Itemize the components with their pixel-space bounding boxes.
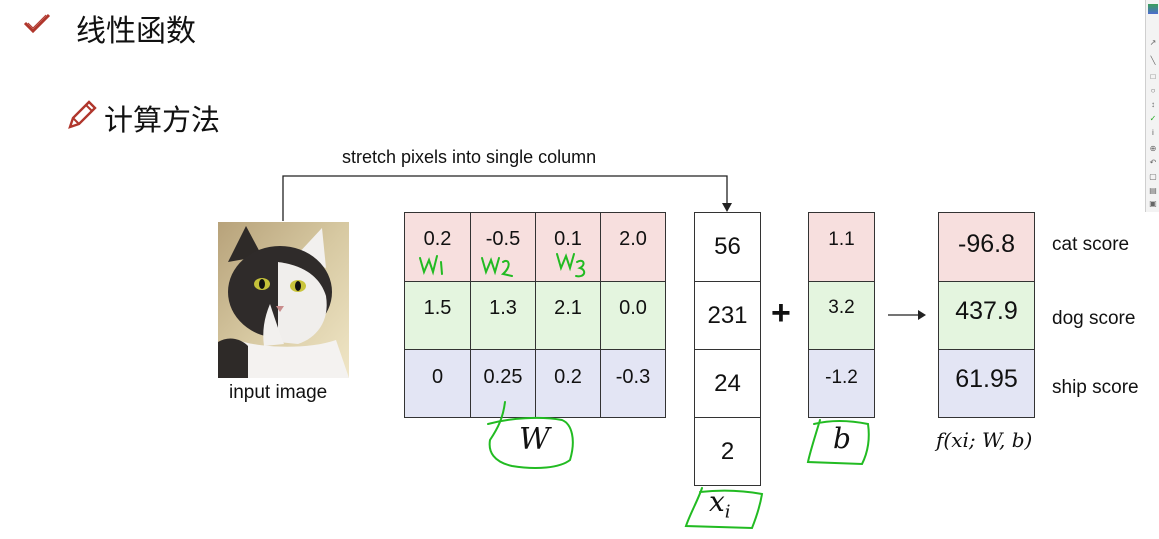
line-icon[interactable]: ╲ (1150, 56, 1156, 65)
x-cell: 2 (694, 417, 761, 486)
w-cell: 2.1 (535, 281, 601, 350)
copy-icon[interactable]: ▢ (1149, 172, 1157, 181)
w-cell: 0.25 (470, 349, 536, 418)
save-icon[interactable]: ▤ (1149, 186, 1157, 195)
label-x: xi (709, 485, 731, 523)
color-swatch-icon[interactable] (1148, 4, 1158, 14)
text-icon[interactable]: Ꭵ (1152, 128, 1154, 137)
score-cell: 437.9 (938, 281, 1035, 350)
cursor-icon[interactable]: ↗ (1149, 38, 1157, 47)
b-cell: 1.1 (808, 212, 875, 282)
cat-image (218, 222, 349, 378)
x-cell: 56 (694, 212, 761, 282)
w-cell: 0.2 (404, 212, 471, 282)
x-cell: 231 (694, 281, 761, 350)
score-cell: 61.95 (938, 349, 1035, 418)
section-title: 线性函数 (76, 14, 196, 49)
label-f: f(xi; W, b) (936, 428, 1033, 452)
stretch-label: stretch pixels into single column (342, 147, 597, 167)
b-cell: -1.2 (808, 349, 875, 418)
weight-matrix: 0.2 -0.5 0.1 2.0 1.5 1.3 2.1 0.0 0 0.25 … (404, 212, 666, 418)
plus-sign: + (771, 294, 791, 332)
score-label-cat: cat score (1052, 234, 1130, 255)
label-x-subscript: i (724, 501, 731, 523)
rectangle-icon[interactable]: □ (1150, 72, 1156, 81)
label-x-base: x (709, 485, 725, 518)
close-tool-icon[interactable]: ▣ (1149, 199, 1157, 208)
ellipse-icon[interactable]: ○ (1150, 86, 1156, 95)
w-cell: 0.0 (600, 281, 666, 350)
score-label-ship: ship score (1052, 377, 1139, 398)
check-icon (22, 12, 52, 34)
label-W: W (519, 422, 550, 457)
label-b: b (833, 422, 851, 455)
w-cell: 0.1 (535, 212, 601, 282)
w-cell: 1.3 (470, 281, 536, 350)
arrow-icon[interactable]: ↕ (1151, 100, 1155, 109)
pencil-icon (66, 99, 98, 131)
subsection-title: 计算方法 (104, 103, 221, 137)
check-tool-icon[interactable]: ✓ (1149, 114, 1157, 123)
w-cell: 0 (404, 349, 471, 418)
floating-toolbar: ↗ ╲ □ ○ ↕ ✓ Ꭵ ⊕ ↶ ▢ ▤ ▣ (1145, 0, 1159, 212)
undo-icon[interactable]: ↶ (1149, 158, 1157, 167)
w-cell: -0.5 (470, 212, 536, 282)
score-label-dog: dog score (1052, 308, 1136, 329)
input-image-label: input image (229, 382, 328, 403)
zoom-icon[interactable]: ⊕ (1149, 144, 1157, 153)
w-cell: -0.3 (600, 349, 666, 418)
